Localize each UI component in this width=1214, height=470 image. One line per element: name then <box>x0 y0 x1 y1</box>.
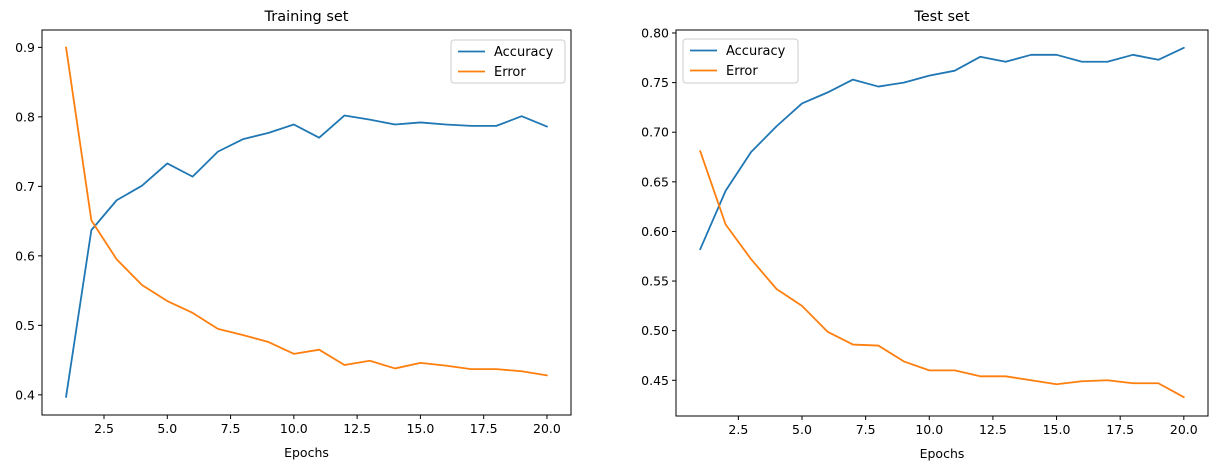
x-tick-label: 15.0 <box>1043 422 1071 437</box>
x-tick-label: 15.0 <box>406 421 434 436</box>
y-tick-label: 0.65 <box>641 174 669 189</box>
x-tick-label: 2.5 <box>728 422 748 437</box>
legend-error-label: Error <box>494 65 526 80</box>
y-tick-label: 0.80 <box>641 25 669 40</box>
x-axis-label: Epochs <box>284 445 329 460</box>
y-tick-label: 0.70 <box>641 125 669 140</box>
y-tick-label: 0.50 <box>641 323 669 338</box>
accuracy-line <box>65 114 548 398</box>
chart-title: Test set <box>913 9 970 25</box>
x-tick-label: 20.0 <box>1170 422 1198 437</box>
y-tick-label: 0.55 <box>641 274 669 289</box>
error-line <box>699 150 1185 399</box>
y-tick-label: 0.6 <box>15 248 35 263</box>
chart-canvas: 2.5 5.0 7.5 10.0 12.5 15.0 17.5 20.0 0.45 0.50 0.5… <box>641 9 1209 461</box>
y-tick-label: 0.7 <box>15 179 35 194</box>
x-tick-label: 5.0 <box>157 421 177 436</box>
legend-accuracy-label: Accuracy <box>494 45 554 60</box>
y-tick-label: 0.9 <box>15 40 35 55</box>
legend-error-label: Error <box>726 64 758 79</box>
axes-spines <box>41 29 572 416</box>
x-tick-label: 7.5 <box>856 422 876 437</box>
chart-title: Training set <box>264 9 349 25</box>
test-set-chart: 2.5 5.0 7.5 10.0 12.5 15.0 17.5 20.0 0.45 0.50 0.5… <box>607 0 1214 470</box>
x-tick-label: 20.0 <box>533 421 561 436</box>
x-tick-label: 17.5 <box>470 421 498 436</box>
x-tick-label: 7.5 <box>221 421 241 436</box>
y-tick-label: 0.5 <box>15 318 35 333</box>
x-tick-label: 12.5 <box>979 422 1007 437</box>
y-tick-label: 0.75 <box>641 75 669 90</box>
chart-canvas: 2.5 5.0 7.5 10.0 12.5 15.0 17.5 20.0 0.4 0.5 0.6 0.… <box>15 9 572 460</box>
x-tick-label: 10.0 <box>915 422 943 437</box>
x-tick-label: 12.5 <box>343 421 371 436</box>
x-tick-label: 10.0 <box>280 421 308 436</box>
x-tick-label: 5.0 <box>792 422 812 437</box>
x-tick-label: 2.5 <box>94 421 114 436</box>
accuracy-line <box>699 46 1185 251</box>
y-tick-label: 0.60 <box>641 224 669 239</box>
legend-accuracy-label: Accuracy <box>726 44 786 59</box>
error-line <box>65 46 548 377</box>
x-tick-label: 17.5 <box>1106 422 1134 437</box>
training-set-chart: 2.5 5.0 7.5 10.0 12.5 15.0 17.5 20.0 0.4 0.5 0.6 0.… <box>15 9 572 460</box>
x-axis-label: Epochs <box>920 446 965 461</box>
y-tick-label: 0.4 <box>15 387 35 402</box>
axes-spines <box>675 29 1209 417</box>
y-tick-label: 0.45 <box>641 373 669 388</box>
y-tick-label: 0.8 <box>15 109 35 124</box>
